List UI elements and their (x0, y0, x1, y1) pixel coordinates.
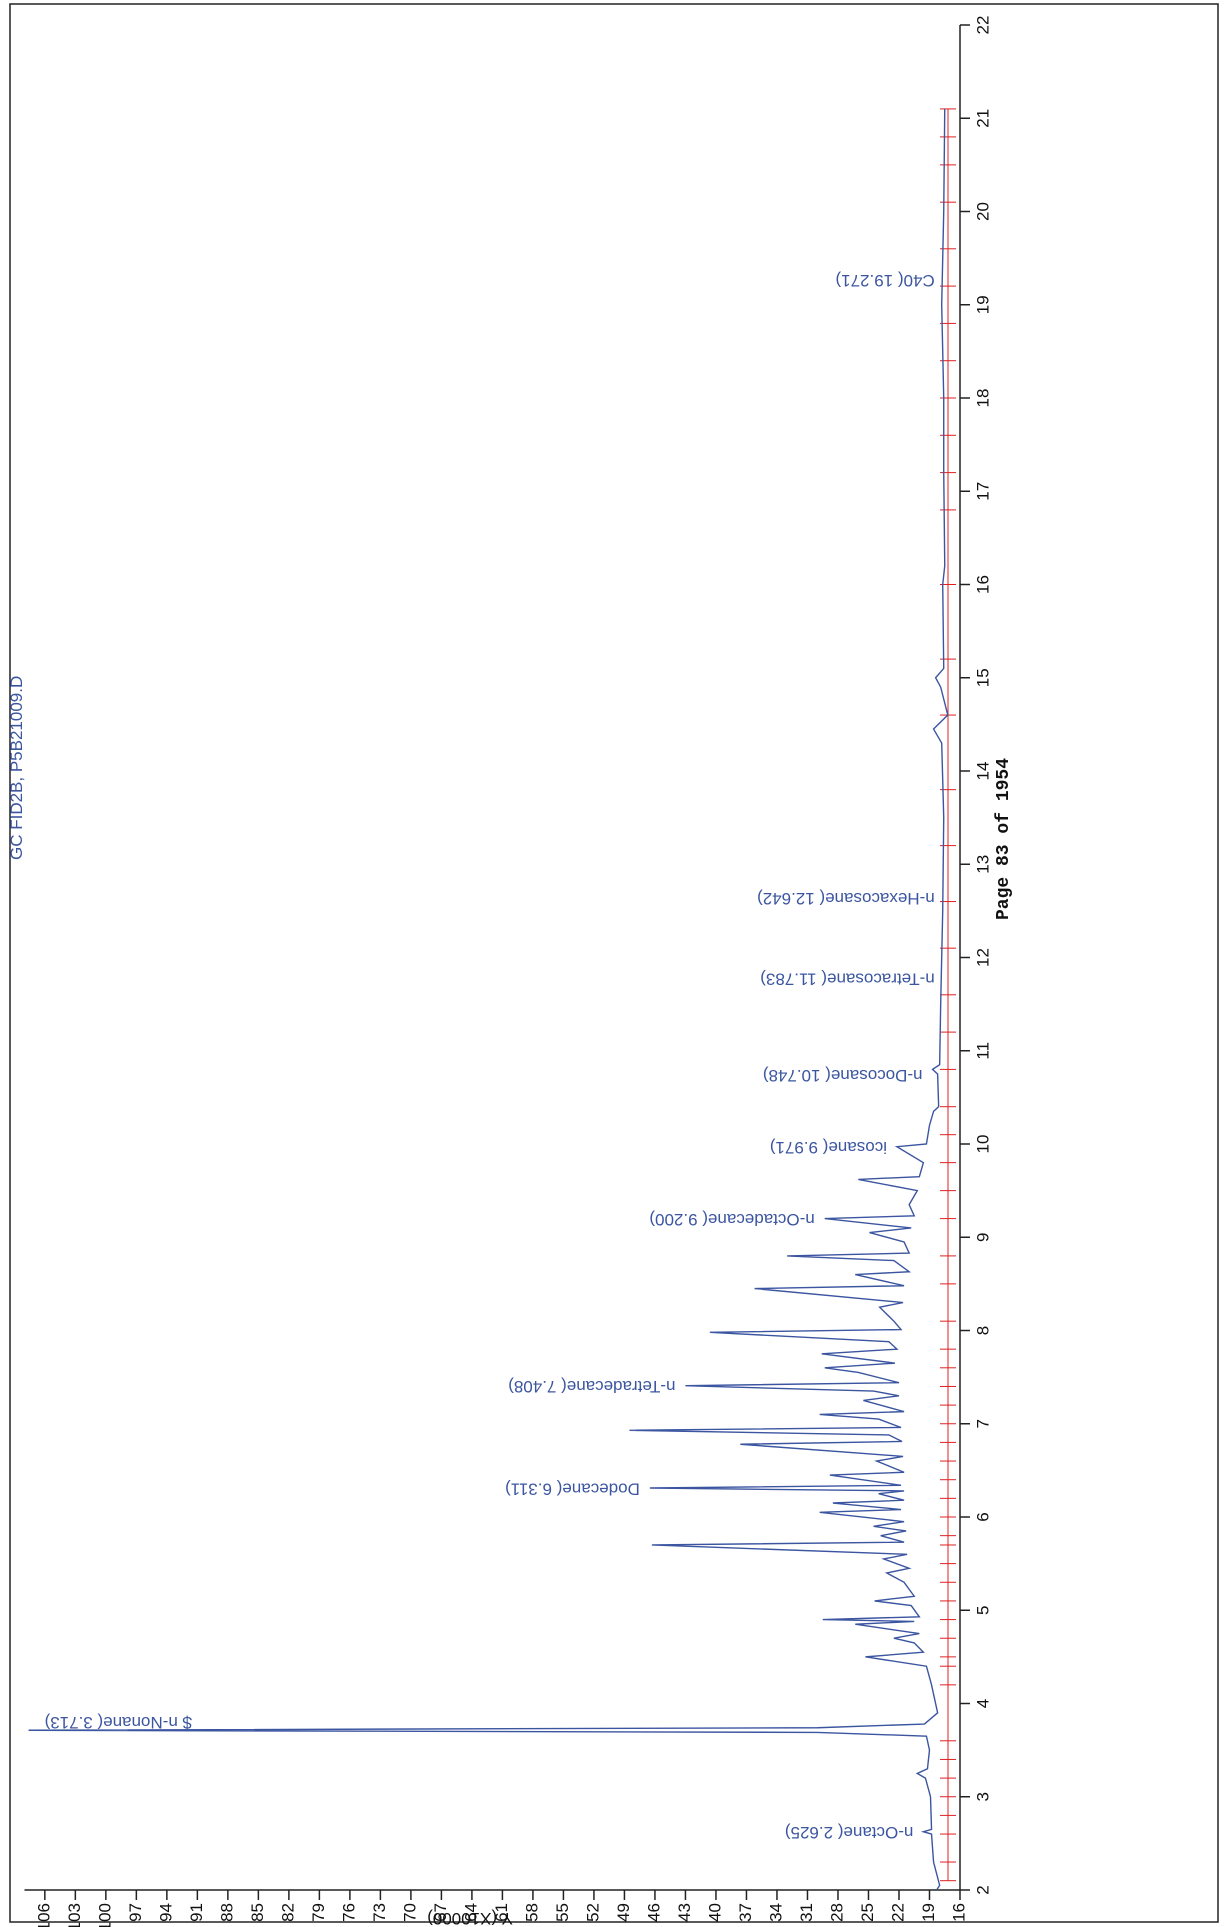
y-tick-label: 25 (858, 1903, 877, 1922)
peak-label: n-Hexacosane( 12.642) (757, 889, 935, 908)
x-tick-label: 12 (973, 948, 992, 967)
y-tick-label: 19 (919, 1903, 938, 1922)
x-tick-label: 16 (973, 575, 992, 594)
y-tick-label: 100 (95, 1903, 114, 1927)
y-tick-label: 61 (492, 1903, 511, 1922)
x-tick-label: 21 (973, 109, 992, 128)
peak-label: n-Tetradecane( 7.408) (508, 1377, 675, 1396)
peak-label: n-Docosane( 10.748) (763, 1066, 923, 1085)
frame (9, 3, 1219, 1923)
x-tick-label: 6 (973, 1512, 992, 1521)
x-tick-label: 10 (973, 1135, 992, 1154)
x-tick-label: 7 (973, 1419, 992, 1428)
y-tick-label: 28 (827, 1903, 846, 1922)
rotated-plot: GC FID2B, P5B21009.D Page 83 of 1954 Y (… (7, 16, 1014, 1927)
x-tick-label: 15 (973, 668, 992, 687)
x-tick-label: 9 (973, 1233, 992, 1242)
chart-title: GC FID2B, P5B21009.D (7, 676, 26, 860)
y-tick-label: 88 (217, 1903, 236, 1922)
y-tick-label: 64 (461, 1903, 480, 1922)
y-tick-label: 91 (187, 1903, 206, 1922)
trace (28, 108, 949, 1891)
y-tick-label: 85 (248, 1903, 267, 1922)
x-tick-label: 5 (973, 1606, 992, 1615)
y-tick-label: 52 (583, 1903, 602, 1922)
y-tick-label: 82 (278, 1903, 297, 1922)
y-tick-label: 31 (797, 1903, 816, 1922)
x-tick-label: 11 (973, 1042, 992, 1060)
y-tick-label: 103 (65, 1903, 84, 1927)
y-tick-label: 49 (614, 1903, 633, 1922)
x-tick-label: 17 (973, 482, 992, 501)
x-tick-label: 18 (973, 389, 992, 408)
y-axis-label: Y (X10000) (427, 1909, 513, 1927)
y-tick-label: 37 (736, 1903, 755, 1922)
y-tick-label: 73 (370, 1903, 389, 1922)
y-tick-label: 40 (705, 1903, 724, 1922)
peak-label: n-Tetracosane( 11.783) (760, 969, 935, 988)
x-tick-label: 19 (973, 295, 992, 314)
x-tick-label: 14 (973, 762, 992, 781)
page-footer: Page 83 of 1954 (994, 758, 1014, 920)
peak-label: C40( 19.271) (836, 271, 935, 290)
y-tick-label: 79 (309, 1903, 328, 1922)
y-tick-label: 76 (339, 1903, 358, 1922)
y-tick-label: 94 (156, 1903, 175, 1922)
x-tick-label: 20 (973, 202, 992, 221)
peak-label: n-Octane( 2.625) (785, 1823, 914, 1842)
y-tick-label: 97 (126, 1903, 145, 1922)
peak-label: Dodecane( 6.311) (505, 1480, 640, 1499)
y-tick-label: 46 (644, 1903, 663, 1922)
y-tick-label: 16 (949, 1903, 968, 1922)
y-tick-label: 43 (675, 1903, 694, 1922)
peak-label: n-Octadecane( 9.200) (649, 1210, 814, 1229)
y-tick-label: 70 (400, 1903, 419, 1922)
y-tick-label: 55 (553, 1903, 572, 1922)
y-tick-label: 106 (34, 1903, 53, 1927)
y-tick-label: 58 (522, 1903, 541, 1922)
peak-label: icosane( 9.971) (770, 1138, 887, 1157)
x-tick-label: 22 (973, 16, 992, 35)
peak-label: $ n-Nonane( 3.713) (45, 1713, 192, 1732)
y-tick-label: 22 (888, 1903, 907, 1922)
x-tick-label: 4 (973, 1699, 992, 1708)
y-tick-label: 34 (766, 1903, 785, 1922)
x-tick-label: 2 (973, 1885, 992, 1894)
x-tick-label: 13 (973, 855, 992, 874)
y-tick-label: 67 (431, 1903, 450, 1922)
x-tick-label: 8 (973, 1326, 992, 1335)
x-tick-label: 3 (973, 1792, 992, 1801)
